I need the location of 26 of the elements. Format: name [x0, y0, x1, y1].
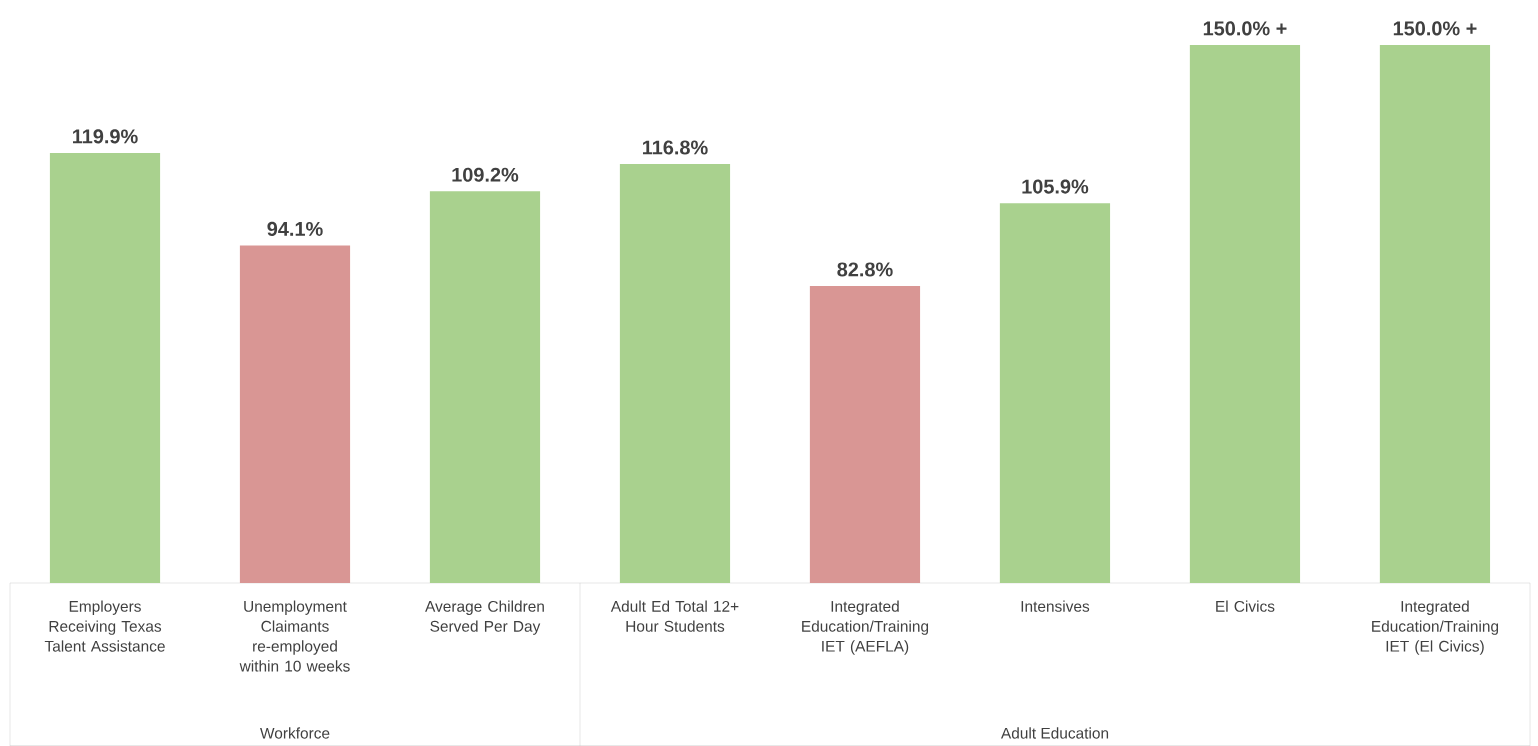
bar — [1189, 44, 1301, 583]
x-tick-label: Adult Ed Total 12+ Hour Students — [610, 600, 739, 632]
bar — [999, 203, 1111, 583]
x-tick-label: Unemployment Claimants re-employed within 10 weeks — [239, 600, 350, 672]
data-label: 119.9% — [73, 129, 138, 144]
bar — [49, 152, 161, 583]
data-label: 150.0% + — [1393, 21, 1477, 36]
x-tick-label: Employers Receiving Texas Talent Assistance — [44, 600, 165, 652]
x-tick-label: El Civics — [1216, 600, 1275, 612]
bar — [429, 191, 541, 583]
bar — [809, 286, 921, 583]
data-label: 116.8% — [642, 140, 708, 155]
x-tick-label: Integrated Education/Training IET (AEFLA) — [802, 600, 929, 655]
data-label: 82.8% — [837, 262, 893, 277]
bar — [239, 245, 351, 583]
text: Adult Education — [1000, 727, 1109, 739]
data-label: 94.1% — [267, 221, 323, 236]
bar — [1379, 44, 1491, 583]
x-tick-label: Average Children Served Per Day — [425, 600, 544, 635]
x-tick-label: Integrated Education/Training IET (El Civics) — [1372, 600, 1499, 655]
data-label: 150.0% + — [1203, 21, 1287, 36]
data-label: 105.9% — [1022, 179, 1089, 194]
bar — [619, 164, 731, 583]
text: Workforce — [260, 727, 330, 739]
x-tick-label: Intensives — [1021, 600, 1090, 612]
data-label: 109.2% — [452, 167, 519, 182]
